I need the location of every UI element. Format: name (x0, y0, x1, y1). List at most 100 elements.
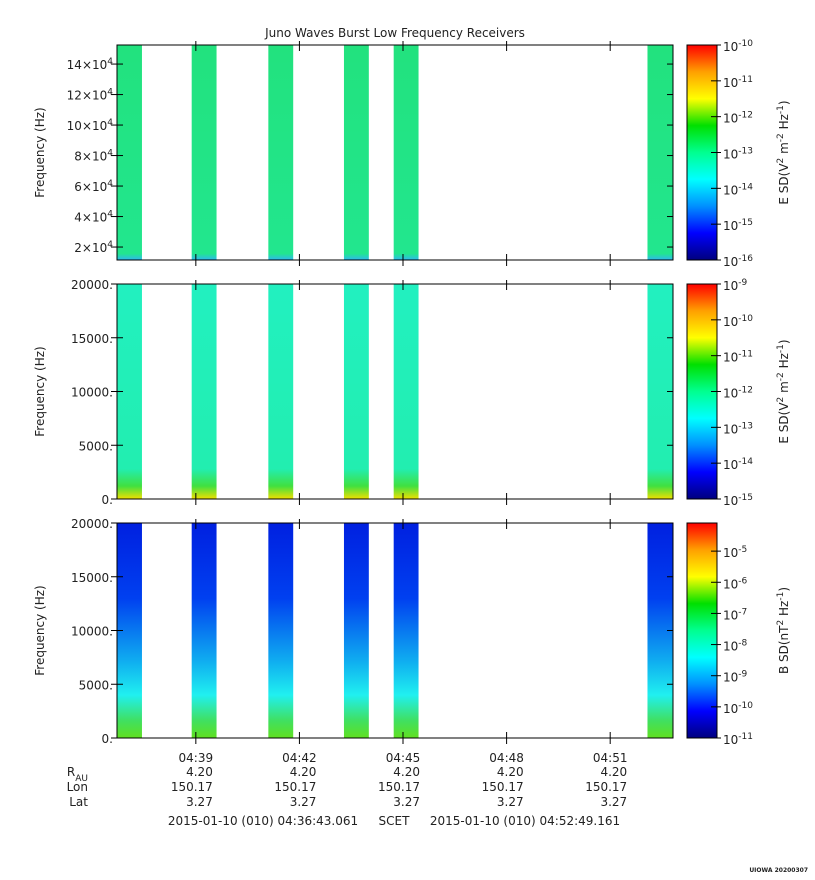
tick-base: 0. (102, 493, 113, 507)
tick-base: 10 (723, 315, 738, 329)
tick-exponent: 4 (107, 240, 113, 250)
ephemeris-value: 4.20 (186, 765, 213, 779)
colorbar-tick-label: 10-9 (723, 278, 748, 293)
colorbar-tick-label: 10-10 (723, 314, 753, 329)
tick-base: 10 (723, 608, 738, 622)
tick-base: 10 (723, 148, 738, 162)
plot-frame (116, 44, 674, 261)
colorbar-tick-label: 10-8 (723, 639, 748, 654)
tick-base: 10 (723, 183, 738, 197)
tick-exponent: -10 (738, 701, 753, 711)
colorbar-tick-label: 10-14 (723, 457, 753, 472)
tick-exponent: -11 (738, 732, 753, 742)
tick-exponent: -10 (738, 314, 753, 324)
ephemeris-value: 150.17 (585, 780, 627, 794)
burst (191, 523, 217, 738)
footer-text: SCET (379, 814, 411, 828)
text-part: Hz (777, 353, 791, 372)
tick-base: 2×10 (74, 241, 107, 255)
y-tick-label: 5000. (79, 439, 113, 453)
ephemeris-value: 3.27 (600, 795, 627, 809)
tick-base: 10 (723, 640, 738, 654)
colorbar-tick-label: 10-7 (723, 607, 747, 622)
colorbar-tick-label: 10-16 (723, 254, 753, 269)
ephemeris-value: 4.20 (497, 765, 524, 779)
colorbar-tick-label: 10-10 (723, 701, 753, 716)
tick-exponent: 4 (107, 118, 113, 128)
tick-base: 10000. (71, 386, 113, 400)
script-part: AU (75, 774, 88, 784)
text-part: R (67, 765, 75, 779)
y-axis-label: Frequency (Hz) (33, 346, 47, 437)
ephemeris-value: 3.27 (186, 795, 213, 809)
y-tick-label: 4×104 (74, 210, 113, 225)
y-axis-label: Frequency (Hz) (33, 585, 47, 676)
colorbar-tick-label: 10-14 (723, 182, 753, 197)
tick-exponent: -15 (738, 493, 753, 503)
tick-exponent: -7 (738, 607, 747, 617)
ephemeris-value: 3.27 (497, 795, 524, 809)
y-tick-label: 20000. (71, 278, 113, 292)
tick-base: 10 (723, 40, 738, 54)
y-tick-label: 0. (102, 732, 113, 746)
tick-base: 10×10 (67, 119, 108, 133)
text-part: B SD(nT (777, 625, 791, 674)
tick-base: 20000. (71, 278, 113, 292)
colorbar-tick-label: 10-10 (723, 39, 753, 54)
tick-exponent: -8 (738, 639, 747, 649)
tick-base: 10000. (71, 625, 113, 639)
ephemeris-value: 150.17 (378, 780, 420, 794)
y-tick-label: 10000. (71, 625, 113, 639)
ephemeris-value: 3.27 (393, 795, 420, 809)
text-part: Lat (69, 795, 88, 809)
tick-base: 10 (723, 387, 738, 401)
x-tick-label: 04:45 (386, 751, 421, 765)
y-tick-label: 15000. (71, 571, 113, 585)
tick-exponent: -11 (738, 350, 753, 360)
footer-text: 2015-01-10 (010) 04:52:49.161 (430, 814, 620, 828)
tick-base: 10 (723, 422, 738, 436)
script-part: -2 (776, 372, 786, 381)
y-tick-label: 20000. (71, 517, 113, 531)
ephemeris-value: 150.17 (274, 780, 316, 794)
tick-base: 10 (723, 494, 738, 508)
script-part: 2 (776, 620, 786, 626)
colorbar-tick-label: 10-13 (723, 421, 753, 436)
text-part: E SD(V (777, 163, 791, 205)
tick-base: 10 (723, 112, 738, 126)
burst (343, 523, 369, 738)
ephemeris-label: Lat (69, 795, 88, 809)
tick-exponent: -12 (738, 386, 753, 396)
y-tick-label: 5000. (79, 678, 113, 692)
burst (393, 523, 419, 738)
tick-exponent: -16 (738, 254, 753, 264)
tick-exponent: -5 (738, 545, 747, 555)
tick-base: 15000. (71, 332, 113, 346)
tick-base: 15000. (71, 571, 113, 585)
chart-title: Juno Waves Burst Low Frequency Receivers (264, 26, 525, 40)
tick-base: 10 (723, 671, 738, 685)
y-axis-label: Frequency (Hz) (33, 107, 47, 198)
colorbar-label: B SD(nT2 Hz-1) (776, 587, 791, 674)
tick-base: 10 (723, 351, 738, 365)
tick-base: 10 (723, 219, 738, 233)
y-tick-label: 6×104 (74, 179, 113, 194)
colorbar-tick-label: 10-11 (723, 732, 753, 747)
tick-base: 12×10 (67, 89, 108, 103)
burst (393, 284, 419, 499)
ephemeris-label: RAU (67, 765, 88, 784)
y-tick-label: 10×104 (67, 118, 114, 133)
tick-exponent: 4 (107, 88, 113, 98)
ephemeris-value: 4.20 (600, 765, 627, 779)
ephemeris-value: 150.17 (171, 780, 213, 794)
colorbar (686, 522, 718, 739)
text-part: Hz (777, 601, 791, 620)
text-part: E SD(V (777, 402, 791, 444)
ephemeris-value: 4.20 (290, 765, 317, 779)
y-tick-label: 10000. (71, 386, 113, 400)
tick-exponent: -15 (738, 218, 753, 228)
burst (117, 45, 142, 260)
tick-exponent: -9 (738, 278, 747, 288)
script-part: 2 (776, 158, 786, 164)
